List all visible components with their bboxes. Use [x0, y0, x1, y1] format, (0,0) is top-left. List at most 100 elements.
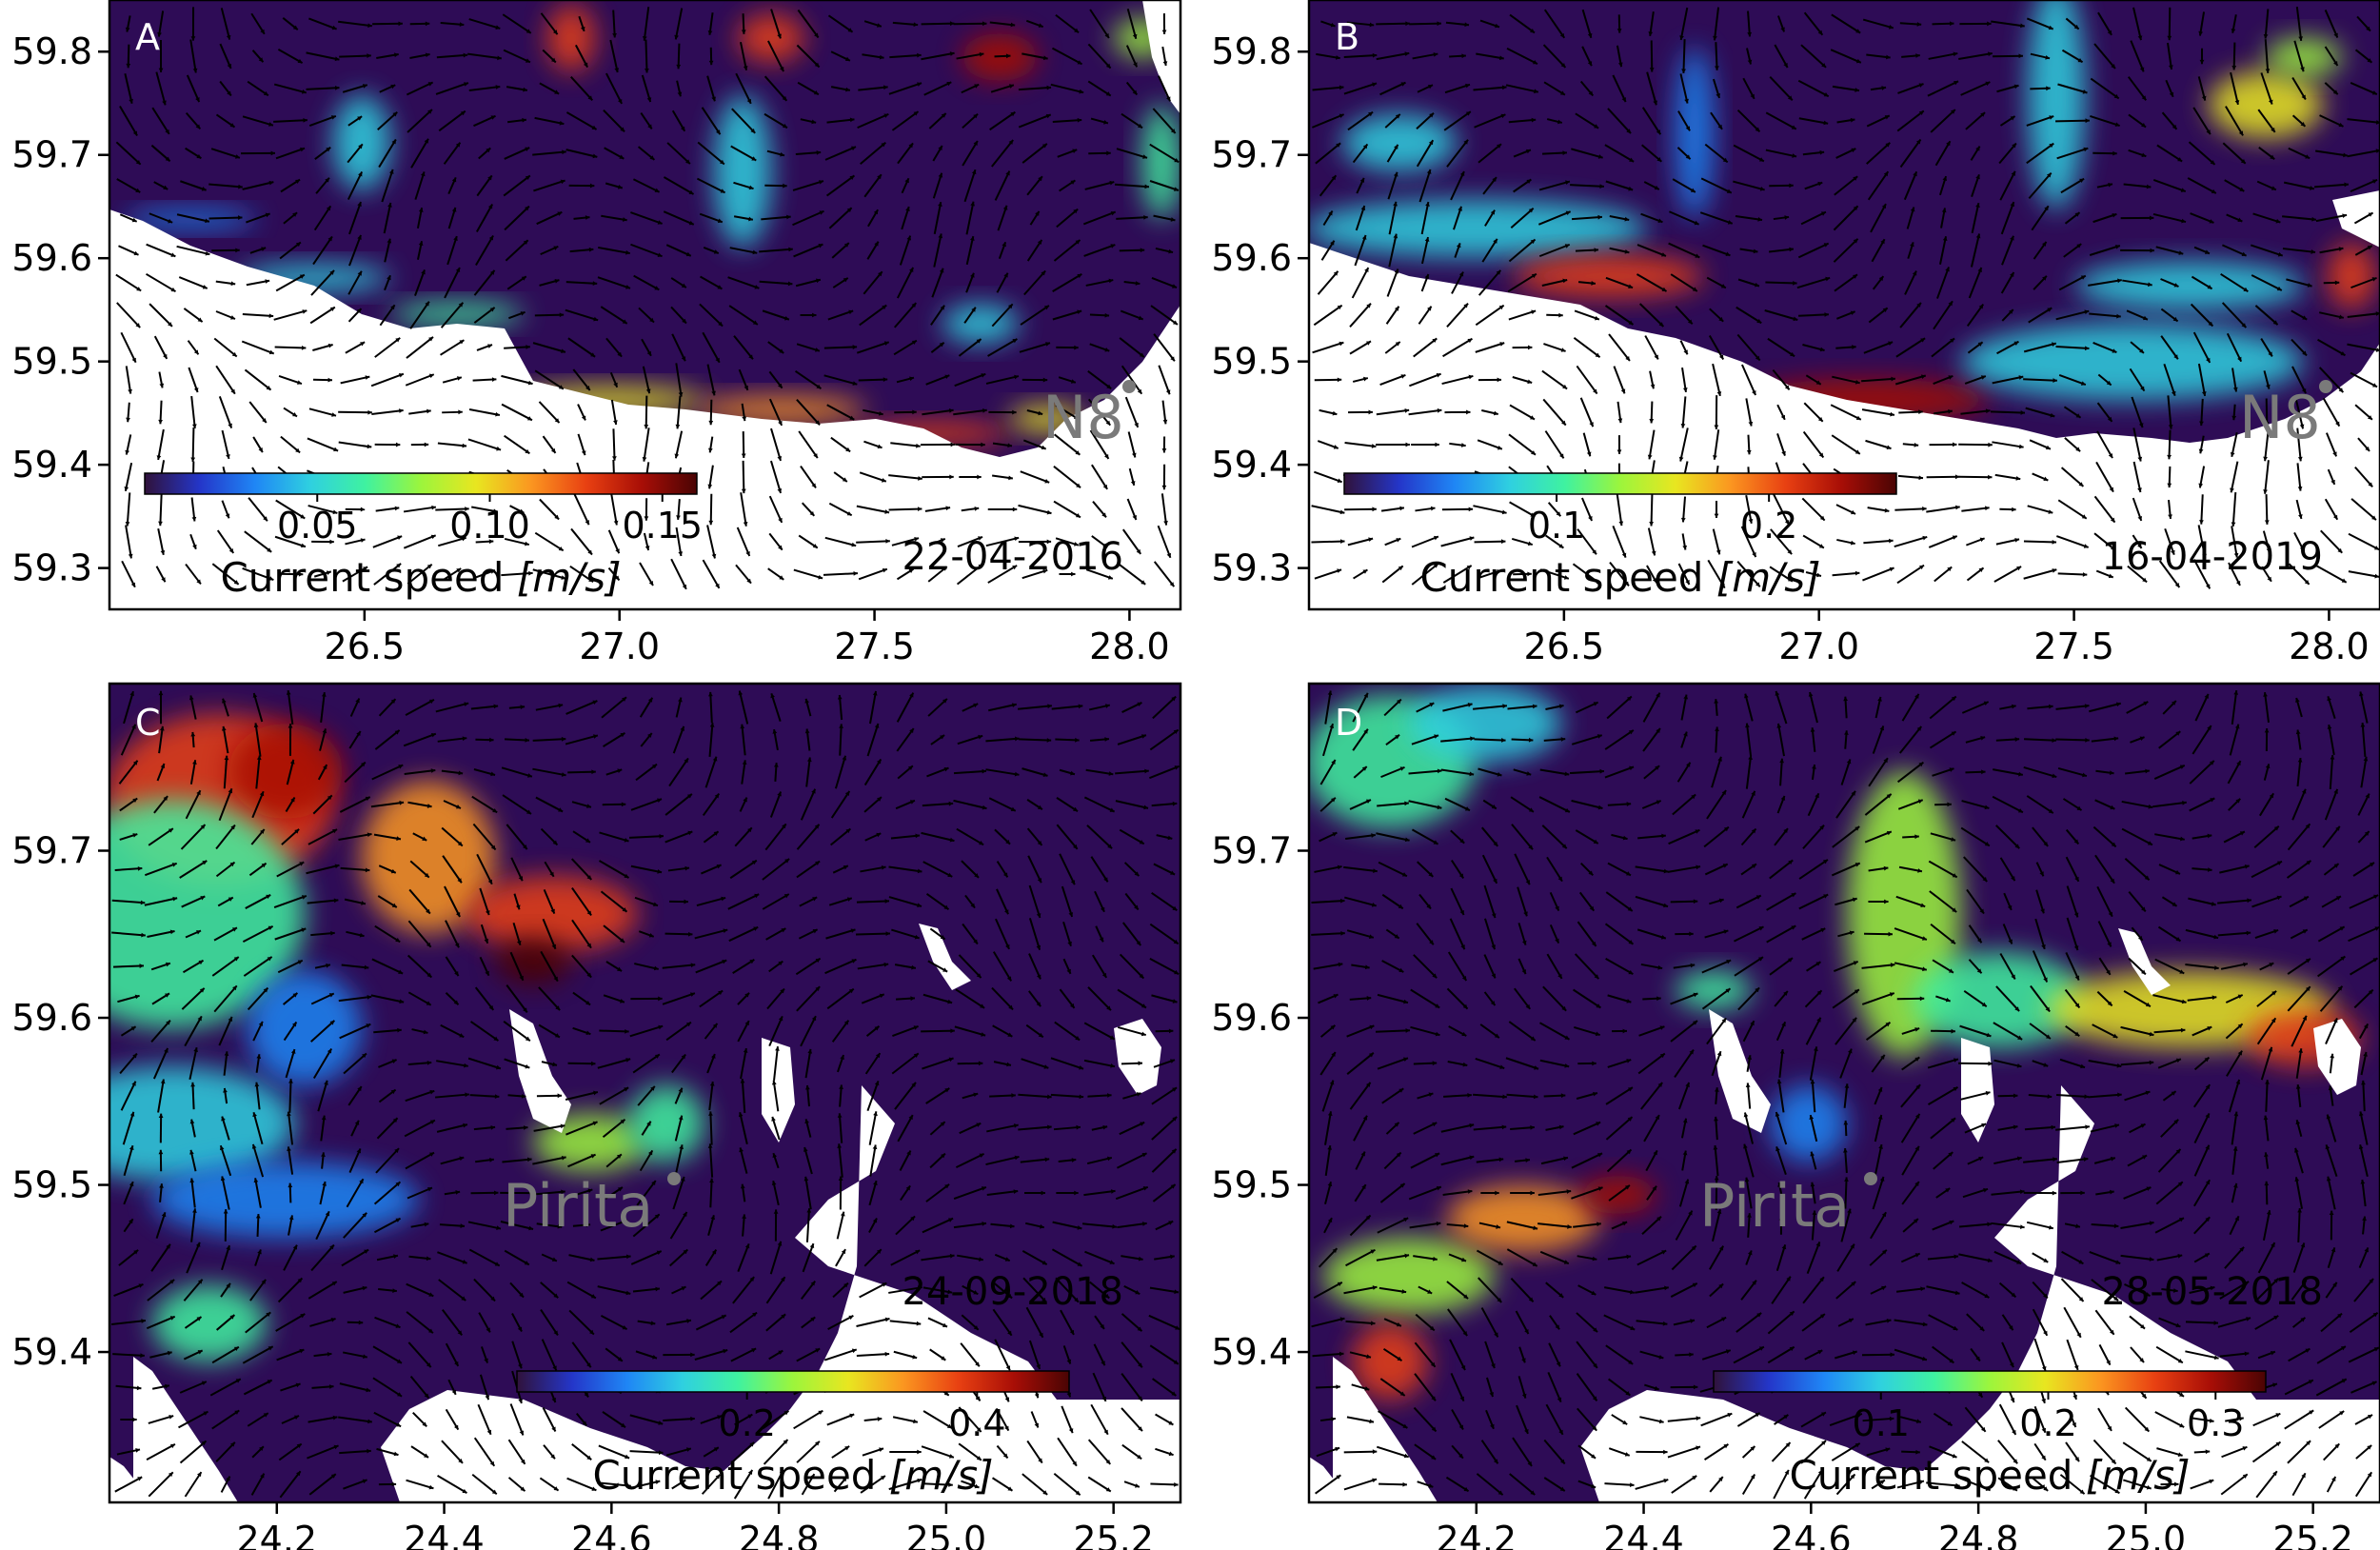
- current-arrow: [2065, 952, 2080, 981]
- current-arrow: [444, 885, 461, 918]
- current-arrow: [2263, 9, 2270, 39]
- current-arrow: [2258, 147, 2275, 160]
- current-arrow: [1775, 690, 1788, 725]
- current-arrow: [1581, 46, 1593, 67]
- current-arrow: [868, 1217, 878, 1234]
- current-arrow: [1831, 434, 1861, 455]
- current-arrow: [1543, 1093, 1566, 1099]
- current-arrow: [767, 40, 784, 72]
- current-arrow: [2265, 1080, 2270, 1112]
- current-arrow: [2064, 988, 2081, 1009]
- current-arrow: [962, 1284, 979, 1296]
- current-arrow: [1704, 929, 1729, 939]
- current-arrow: [146, 243, 176, 258]
- current-arrow: [1840, 759, 1852, 785]
- current-arrow: [501, 766, 533, 778]
- current-arrow: [183, 1279, 204, 1302]
- current-arrow: [571, 1341, 592, 1368]
- current-arrow: [856, 539, 890, 544]
- y-tick-label: 59.3: [1211, 547, 1292, 589]
- current-arrow: [796, 860, 821, 879]
- current-arrow: [1577, 281, 1597, 286]
- current-arrow: [2291, 1280, 2308, 1301]
- current-arrow: [1999, 170, 2016, 201]
- current-arrow: [277, 571, 304, 577]
- current-arrow: [2000, 201, 2015, 235]
- current-arrow: [2219, 1351, 2250, 1358]
- current-arrow: [796, 44, 821, 69]
- current-arrow: [1644, 1383, 1659, 1391]
- speed-patch: [628, 1085, 704, 1162]
- current-arrow: [1481, 409, 1498, 416]
- current-arrow: [408, 1255, 431, 1262]
- current-arrow: [2222, 142, 2247, 165]
- current-arrow: [2295, 499, 2303, 520]
- land-mask-se: [381, 1085, 1180, 1502]
- current-arrow: [1408, 1185, 1442, 1201]
- current-arrow: [1901, 693, 1920, 722]
- current-arrow: [929, 537, 946, 546]
- current-arrow: [1018, 113, 1052, 129]
- current-arrow: [1543, 9, 1566, 39]
- current-arrow: [1635, 1285, 1669, 1294]
- current-arrow: [1677, 110, 1691, 131]
- current-arrow: [891, 928, 920, 940]
- current-arrow: [407, 954, 433, 979]
- current-arrow: [1028, 1340, 1041, 1370]
- current-arrow: [158, 39, 164, 73]
- current-arrow: [1715, 726, 1719, 753]
- current-arrow: [2360, 722, 2367, 758]
- current-arrow: [1895, 895, 1926, 908]
- current-arrow: [221, 1244, 230, 1271]
- current-arrow: [862, 53, 884, 60]
- current-arrow: [926, 766, 949, 778]
- current-arrow: [1541, 369, 1568, 390]
- current-arrow: [2197, 363, 2207, 397]
- current-arrow: [2360, 1179, 2367, 1207]
- current-arrow: [704, 1249, 718, 1266]
- current-arrow: [1931, 337, 1955, 358]
- current-arrow: [442, 376, 463, 384]
- current-arrow: [1155, 1220, 1174, 1231]
- current-arrow: [1769, 183, 1794, 189]
- current-arrow: [2161, 896, 2178, 907]
- current-arrow: [740, 41, 748, 71]
- current-arrow: [602, 802, 626, 807]
- current-arrow: [343, 1285, 367, 1294]
- current-arrow: [242, 1345, 274, 1364]
- current-arrow: [150, 962, 171, 971]
- panel-letter: B: [1335, 16, 1359, 58]
- current-arrow: [1679, 7, 1689, 41]
- current-arrow: [1569, 768, 1605, 775]
- current-arrow: [1674, 1048, 1695, 1079]
- current-arrow: [1607, 1059, 1632, 1068]
- current-arrow: [2032, 1477, 2049, 1492]
- current-arrow: [890, 833, 921, 840]
- speed-patch: [2209, 71, 2323, 138]
- current-arrow: [927, 698, 948, 717]
- current-arrow: [2032, 950, 2049, 983]
- current-arrow: [2260, 338, 2273, 357]
- current-arrow: [1474, 113, 1506, 129]
- current-arrow: [1831, 862, 1861, 877]
- current-arrow: [1802, 1276, 1825, 1304]
- current-arrow: [2228, 798, 2241, 811]
- current-arrow: [1343, 1449, 1378, 1455]
- current-arrow: [827, 1315, 854, 1330]
- speed-patch: [1142, 105, 1180, 219]
- current-arrow: [406, 1282, 434, 1298]
- current-arrow: [1995, 825, 2020, 849]
- current-arrow: [1545, 1282, 1564, 1299]
- current-arrow: [406, 81, 434, 96]
- current-arrow: [632, 1213, 661, 1238]
- current-arrow: [805, 1084, 811, 1107]
- current-arrow: [1408, 768, 1442, 775]
- current-arrow: [470, 1190, 499, 1196]
- current-arrow: [1413, 1061, 1438, 1066]
- current-arrow: [565, 149, 598, 159]
- current-arrow: [2328, 1085, 2334, 1106]
- current-arrow: [183, 1349, 204, 1361]
- current-arrow: [994, 1339, 1011, 1371]
- current-arrow: [1354, 234, 1367, 267]
- current-arrow: [1149, 180, 1180, 191]
